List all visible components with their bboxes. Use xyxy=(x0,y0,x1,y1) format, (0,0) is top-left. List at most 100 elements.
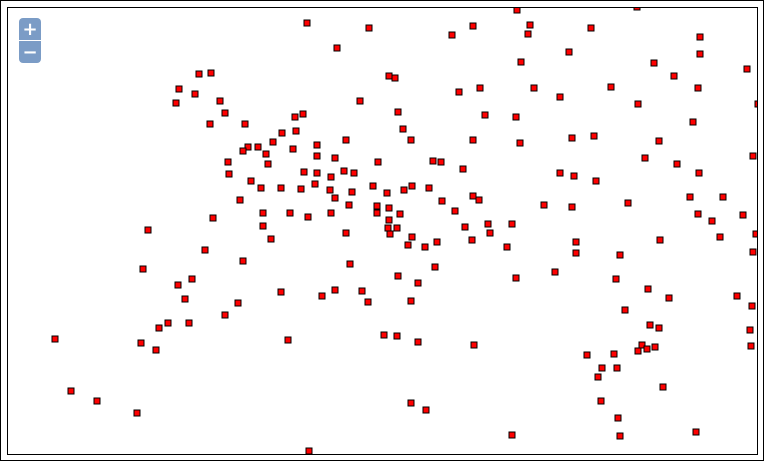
map-marker[interactable] xyxy=(364,298,372,306)
map-marker[interactable] xyxy=(139,265,147,273)
map-marker[interactable] xyxy=(133,409,141,417)
map-marker[interactable] xyxy=(665,294,673,302)
map-marker[interactable] xyxy=(508,431,516,439)
map-marker[interactable] xyxy=(172,99,180,107)
map-marker[interactable] xyxy=(530,84,538,92)
map-marker[interactable] xyxy=(247,177,255,185)
map-marker[interactable] xyxy=(216,97,224,105)
map-marker[interactable] xyxy=(556,93,564,101)
map-marker[interactable] xyxy=(289,145,297,153)
map-marker[interactable] xyxy=(614,414,622,422)
map-marker[interactable] xyxy=(568,203,576,211)
map-marker[interactable] xyxy=(404,241,412,249)
map-marker[interactable] xyxy=(239,257,247,265)
map-marker[interactable] xyxy=(224,158,232,166)
map-marker[interactable] xyxy=(327,209,335,217)
map-marker[interactable] xyxy=(476,84,484,92)
map-marker[interactable] xyxy=(644,285,652,293)
map-marker[interactable] xyxy=(185,319,193,327)
map-marker[interactable] xyxy=(469,22,477,30)
map-marker[interactable] xyxy=(616,251,624,259)
map-marker[interactable] xyxy=(67,387,75,395)
map-marker[interactable] xyxy=(264,160,272,168)
map-marker[interactable] xyxy=(331,286,339,294)
map-marker[interactable] xyxy=(638,341,646,349)
map-marker[interactable] xyxy=(486,229,494,237)
map-marker[interactable] xyxy=(400,186,408,194)
map-marker[interactable] xyxy=(291,113,299,121)
map-marker[interactable] xyxy=(421,243,429,251)
map-marker[interactable] xyxy=(749,248,757,256)
map-marker[interactable] xyxy=(583,351,591,359)
map-marker[interactable] xyxy=(469,136,477,144)
map-marker[interactable] xyxy=(313,169,321,177)
map-marker[interactable] xyxy=(259,222,267,230)
map-marker[interactable] xyxy=(621,306,629,314)
map-marker[interactable] xyxy=(634,100,642,108)
map-marker[interactable] xyxy=(468,236,476,244)
map-marker[interactable] xyxy=(616,432,624,440)
map-marker[interactable] xyxy=(610,350,618,358)
map-marker[interactable] xyxy=(659,383,667,391)
map-marker[interactable] xyxy=(374,158,382,166)
map-marker[interactable] xyxy=(342,229,350,237)
map-marker[interactable] xyxy=(221,311,229,319)
map-marker[interactable] xyxy=(303,19,311,27)
map-marker[interactable] xyxy=(568,134,576,142)
map-marker[interactable] xyxy=(51,335,59,343)
map-marker[interactable] xyxy=(422,406,430,414)
map-marker[interactable] xyxy=(655,137,663,145)
map-marker[interactable] xyxy=(300,168,308,176)
map-marker[interactable] xyxy=(407,136,415,144)
map-marker[interactable] xyxy=(747,342,755,350)
map-marker[interactable] xyxy=(181,295,189,303)
map-marker[interactable] xyxy=(461,223,469,231)
map-marker[interactable] xyxy=(598,364,606,372)
map-marker[interactable] xyxy=(207,69,215,77)
map-marker[interactable] xyxy=(373,202,381,210)
map-marker[interactable] xyxy=(408,233,416,241)
map-marker[interactable] xyxy=(641,154,649,162)
map-marker[interactable] xyxy=(694,210,702,218)
map-marker[interactable] xyxy=(385,72,393,80)
map-marker[interactable] xyxy=(646,321,654,329)
map-marker[interactable] xyxy=(313,152,321,160)
map-marker[interactable] xyxy=(695,169,703,177)
map-marker[interactable] xyxy=(512,274,520,282)
map-marker[interactable] xyxy=(380,331,388,339)
map-marker[interactable] xyxy=(284,336,292,344)
map-marker[interactable] xyxy=(386,230,394,238)
map-marker[interactable] xyxy=(399,125,407,133)
map-marker[interactable] xyxy=(327,173,335,181)
map-marker[interactable] xyxy=(429,157,437,165)
map-marker[interactable] xyxy=(318,292,326,300)
map-marker[interactable] xyxy=(342,136,350,144)
map-marker[interactable] xyxy=(221,109,229,117)
map-marker[interactable] xyxy=(254,143,262,151)
map-marker[interactable] xyxy=(365,24,373,32)
map-marker[interactable] xyxy=(572,249,580,257)
map-marker[interactable] xyxy=(716,233,724,241)
map-marker[interactable] xyxy=(393,224,401,232)
map-marker[interactable] xyxy=(383,189,391,197)
map-marker[interactable] xyxy=(195,70,203,78)
map-marker[interactable] xyxy=(696,33,704,41)
map-marker[interactable] xyxy=(594,373,602,381)
map-marker[interactable] xyxy=(469,192,477,200)
map-marker[interactable] xyxy=(358,287,366,295)
map-marker[interactable] xyxy=(587,24,595,32)
map-marker[interactable] xyxy=(277,288,285,296)
map-marker[interactable] xyxy=(137,339,145,347)
map-marker[interactable] xyxy=(174,281,182,289)
map-marker[interactable] xyxy=(313,141,321,149)
map-marker[interactable] xyxy=(551,268,559,276)
map-marker[interactable] xyxy=(451,207,459,215)
map-marker[interactable] xyxy=(656,236,664,244)
map-marker[interactable] xyxy=(694,84,702,92)
map-marker[interactable] xyxy=(384,224,392,232)
map-marker[interactable] xyxy=(394,272,402,280)
map-marker[interactable] xyxy=(590,132,598,140)
map-marker[interactable] xyxy=(286,209,294,217)
map-marker[interactable] xyxy=(613,364,621,372)
